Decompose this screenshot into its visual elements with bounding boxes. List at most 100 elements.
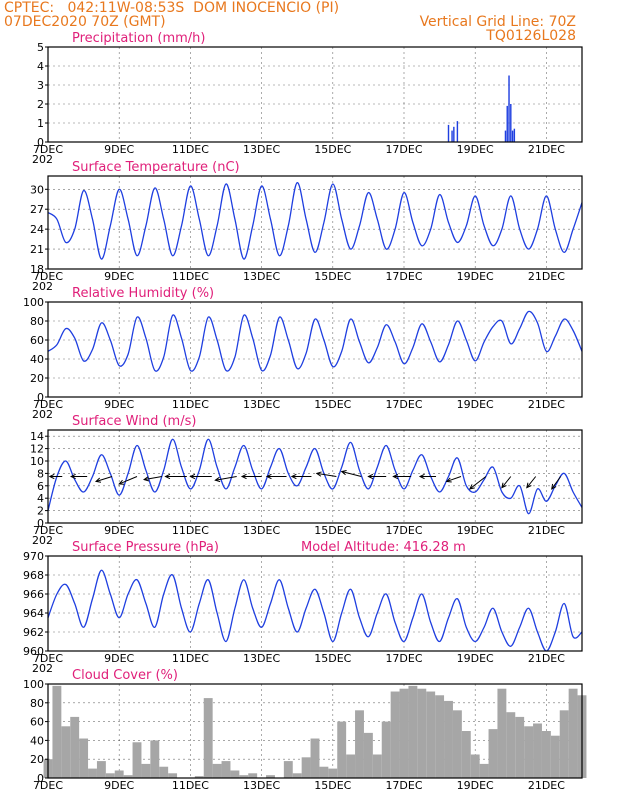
- temp-title: Surface Temperature (nC): [72, 160, 240, 175]
- x-tick-label: 15DEC: [314, 652, 351, 665]
- pressure-line: [47, 569, 583, 652]
- wind-arrow: [119, 476, 138, 485]
- y-tick-label: 964: [23, 607, 44, 620]
- x-tick-label: 13DEC: [243, 652, 280, 665]
- cloud-bar: [408, 685, 418, 778]
- x-tick-label: 11DEC: [172, 779, 209, 792]
- y-tick-label: 0: [37, 136, 44, 149]
- y-tick-label: 4: [37, 60, 44, 73]
- cloud-bar: [248, 773, 258, 778]
- wind-arrow-head: [142, 476, 150, 482]
- wind-arrow-head: [265, 473, 272, 480]
- cloud-bar: [105, 773, 115, 778]
- wind-arrow-head: [392, 473, 399, 480]
- cloud-bar: [150, 740, 160, 778]
- y-tick-label: 60: [30, 716, 44, 729]
- cloud-bar: [141, 763, 151, 778]
- y-tick-label: 0: [37, 517, 44, 530]
- cloud-bar: [310, 738, 320, 778]
- x-tick-label: 15DEC: [314, 779, 351, 792]
- x-tick-label: 17DEC: [385, 143, 422, 156]
- wind-arrow: [469, 476, 487, 490]
- cloud-bar: [168, 773, 178, 778]
- wind-arrow-head: [240, 473, 247, 480]
- wind-arrow-head: [69, 473, 76, 480]
- x-tick-label: 11DEC: [172, 143, 209, 156]
- wind-title: Surface Wind (m/s): [72, 414, 196, 429]
- cloud-bar: [132, 742, 142, 778]
- cloud-bar: [203, 698, 213, 778]
- x-tick-label: 13DEC: [243, 270, 280, 283]
- y-tick-label: 1: [37, 117, 44, 130]
- wind-arrow-head: [501, 482, 507, 489]
- y-tick-label: 6: [37, 480, 44, 493]
- x-tick-label: 17DEC: [385, 652, 422, 665]
- precip-bar: [504, 130, 507, 142]
- y-tick-label: 0: [37, 391, 44, 404]
- x-tick-label: 19DEC: [457, 398, 494, 411]
- cloud-bar: [114, 770, 124, 778]
- rh-line: [47, 310, 583, 372]
- x-stub-label: 202: [32, 534, 53, 547]
- y-tick-label: 966: [23, 588, 44, 601]
- cloud-bar: [328, 768, 338, 778]
- cloud-bar: [444, 700, 453, 778]
- model-code: TQ0126L028: [486, 28, 576, 44]
- cloud-bar: [159, 766, 169, 778]
- cloud-bar: [88, 768, 97, 778]
- cloud-bar: [319, 766, 329, 778]
- precip-bar: [451, 130, 453, 142]
- wind-arrow-head: [290, 473, 297, 480]
- x-tick-label: 9DEC: [104, 143, 134, 156]
- cloud-bar: [417, 688, 427, 778]
- y-tick-label: 20: [30, 753, 44, 766]
- y-tick-label: 2: [37, 98, 44, 111]
- run-date: 07DEC2020 70Z (GMT): [4, 14, 166, 30]
- precip-panel: 0 1 2 3 4 5 7DEC 9DEC 11DEC 13DEC 15DEC 17DEC 19DEC 2…: [32, 31, 583, 166]
- cloud-panel: 0 20 40 60 80 100 7DEC 9DEC 11DEC 13DEC 15DEC 17DEC…: [23, 668, 587, 792]
- x-tick-label: 9DEC: [104, 270, 134, 283]
- cloud-bar: [221, 761, 231, 778]
- x-tick-label: 19DEC: [457, 524, 494, 537]
- wind-arrow: [215, 476, 237, 481]
- wind-arrow-head: [526, 482, 532, 489]
- x-tick-label: 7DEC: [33, 143, 63, 156]
- y-tick-label: 100: [23, 296, 44, 309]
- wind-arrow-head: [48, 473, 55, 480]
- x-tick-label: 13DEC: [243, 143, 280, 156]
- x-tick-label: 9DEC: [104, 524, 134, 537]
- cloud-bar: [212, 763, 222, 778]
- cloud-bar: [337, 721, 347, 778]
- cloud-bar: [372, 754, 382, 778]
- wind-arrow-head: [94, 477, 102, 483]
- x-tick-label: 21DEC: [528, 524, 565, 537]
- cloud-bar: [239, 775, 249, 778]
- precip-bar: [511, 130, 514, 142]
- x-tick-label: 9DEC: [104, 779, 134, 792]
- x-tick-label: 9DEC: [104, 652, 134, 665]
- x-tick-label: 15DEC: [314, 524, 351, 537]
- cloud-bar: [266, 775, 275, 778]
- cloud-bar: [283, 761, 293, 778]
- cloud-bar: [568, 688, 578, 778]
- wind-arrow-head: [189, 473, 196, 480]
- x-tick-label: 11DEC: [172, 524, 209, 537]
- temp-frame: [47, 175, 583, 270]
- wind-arrow-head: [315, 471, 322, 477]
- y-tick-label: 12: [30, 443, 44, 456]
- y-tick-label: 100: [23, 678, 44, 691]
- wind-arrow: [551, 476, 562, 490]
- cloud-bar: [230, 770, 240, 778]
- pressure-subtitle: Model Altitude: 416.28 m: [301, 540, 466, 555]
- wind-arrow-head: [214, 476, 221, 483]
- cloud-bar: [52, 685, 62, 778]
- x-tick-label: 17DEC: [385, 398, 422, 411]
- rh-frame: [47, 301, 583, 398]
- precip-bar: [447, 124, 450, 142]
- cloud-bar: [435, 695, 445, 778]
- x-tick-label: 15DEC: [314, 270, 351, 283]
- cloud-frame: [47, 683, 583, 779]
- cloud-bar: [488, 729, 498, 778]
